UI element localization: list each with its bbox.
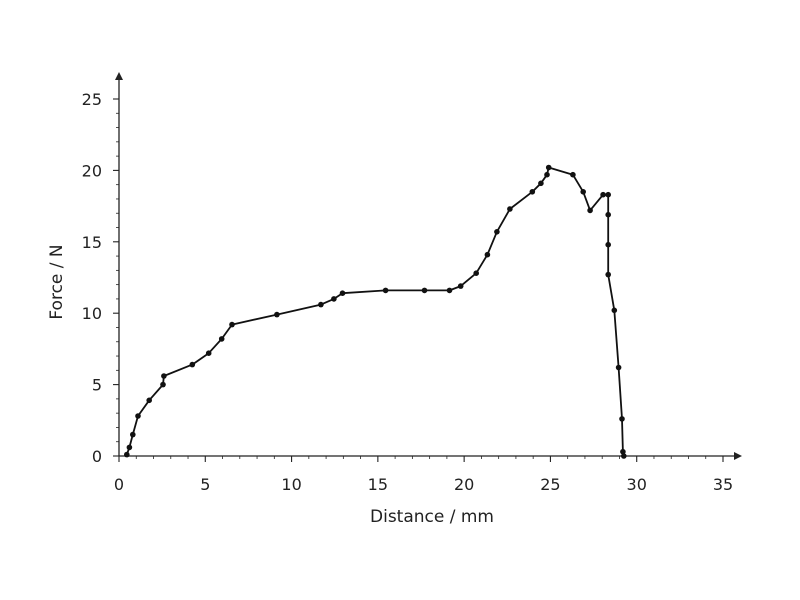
data-point — [605, 241, 611, 248]
x-tick-label: 30 — [627, 475, 647, 494]
x-tick-label: 15 — [368, 475, 388, 494]
data-point — [605, 191, 611, 198]
data-point — [130, 431, 136, 438]
x-tick-label: 5 — [200, 475, 210, 494]
data-point — [473, 270, 480, 277]
y-tick-label: 0 — [92, 447, 102, 466]
data-point — [600, 191, 606, 198]
data-point — [587, 207, 593, 214]
x-tick-label: 0 — [114, 475, 124, 494]
y-tick-label: 10 — [82, 304, 102, 323]
data-point — [189, 361, 196, 368]
x-tick-label: 10 — [281, 475, 301, 494]
data-point — [229, 321, 235, 328]
data-point — [421, 287, 428, 294]
axes: 0 5 10 15 20 25 30 35 0 5 10 15 20 25 — [82, 72, 742, 494]
data-point — [339, 290, 346, 297]
data-point — [331, 296, 337, 302]
data-point — [274, 311, 280, 318]
data-point — [494, 229, 500, 235]
data-point — [619, 416, 625, 422]
data-point — [507, 206, 513, 212]
y-tick-label: 5 — [92, 376, 102, 395]
x-tick-label: 25 — [540, 475, 560, 494]
x-axis-arrow-icon — [734, 452, 742, 460]
data-point — [457, 283, 464, 289]
data-point — [615, 364, 622, 371]
data-point — [205, 350, 212, 357]
x-axis-ticks: 0 5 10 15 20 25 30 35 — [114, 456, 733, 494]
data-point — [161, 373, 167, 379]
data-point — [218, 336, 225, 342]
y-tick-label: 25 — [82, 90, 102, 109]
data-point — [605, 271, 611, 278]
y-axis-title: Force / N — [47, 244, 67, 319]
series-points — [124, 164, 627, 459]
data-point — [318, 301, 324, 308]
data-point — [135, 413, 141, 419]
data-point — [446, 287, 453, 294]
plot-area — [124, 164, 627, 459]
series-line — [125, 166, 625, 457]
y-axis-ticks: 0 5 10 15 20 25 — [82, 90, 119, 466]
data-point — [538, 180, 544, 187]
data-point — [160, 381, 166, 388]
x-axis-title: Distance / mm — [370, 507, 494, 527]
data-point — [611, 307, 618, 314]
data-point — [146, 397, 152, 404]
data-point — [605, 211, 611, 218]
data-point — [545, 164, 552, 171]
x-tick-label: 20 — [454, 475, 474, 494]
data-point — [126, 444, 133, 451]
data-point — [580, 189, 586, 195]
x-tick-label: 35 — [713, 475, 733, 494]
data-point — [382, 287, 389, 294]
data-point — [621, 453, 627, 459]
y-tick-label: 15 — [82, 233, 102, 252]
data-point — [529, 189, 536, 195]
y-tick-label: 20 — [82, 161, 102, 180]
data-point — [484, 251, 491, 258]
data-point — [620, 448, 626, 455]
data-point — [124, 451, 130, 458]
y-axis-arrow-icon — [115, 72, 123, 80]
data-point — [570, 171, 576, 178]
data-point — [544, 171, 550, 178]
